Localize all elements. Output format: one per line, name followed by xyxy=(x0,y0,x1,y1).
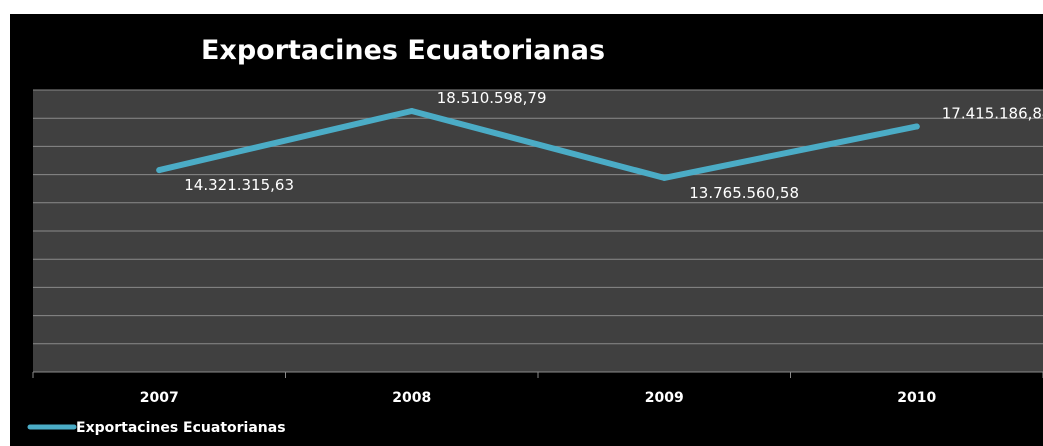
legend-entry-label: Exportacines Ecuatorianas xyxy=(76,420,286,436)
data-point xyxy=(408,108,415,115)
data-label: 14.321.315,63 xyxy=(184,176,294,194)
x-tick-label: 2007 xyxy=(140,390,179,406)
data-point xyxy=(156,167,163,174)
line-chart: Exportacines Ecuatorianas 2007 2008 2009 20… xyxy=(27,35,1043,436)
x-tick-label: 2009 xyxy=(645,390,684,406)
data-point xyxy=(661,174,668,181)
x-tick-label: 2008 xyxy=(392,390,431,406)
chart-title: Exportacines Ecuatorianas xyxy=(201,35,605,66)
plot-area: 2007 2008 2009 2010 14.321.315,63 18.510.598,… xyxy=(32,89,1043,406)
data-label: 18.510.598,79 xyxy=(437,89,547,107)
legend: Exportacines Ecuatorianas xyxy=(27,420,286,436)
series-line xyxy=(156,108,920,181)
data-label: 17.415.186,84 xyxy=(942,104,1043,122)
data-point xyxy=(913,123,920,130)
x-tick-label: 2010 xyxy=(897,390,936,406)
chart-area: Exportacines Ecuatorianas 2007 2008 2009 20… xyxy=(10,14,1043,446)
data-label: 13.765.560,58 xyxy=(689,184,799,202)
